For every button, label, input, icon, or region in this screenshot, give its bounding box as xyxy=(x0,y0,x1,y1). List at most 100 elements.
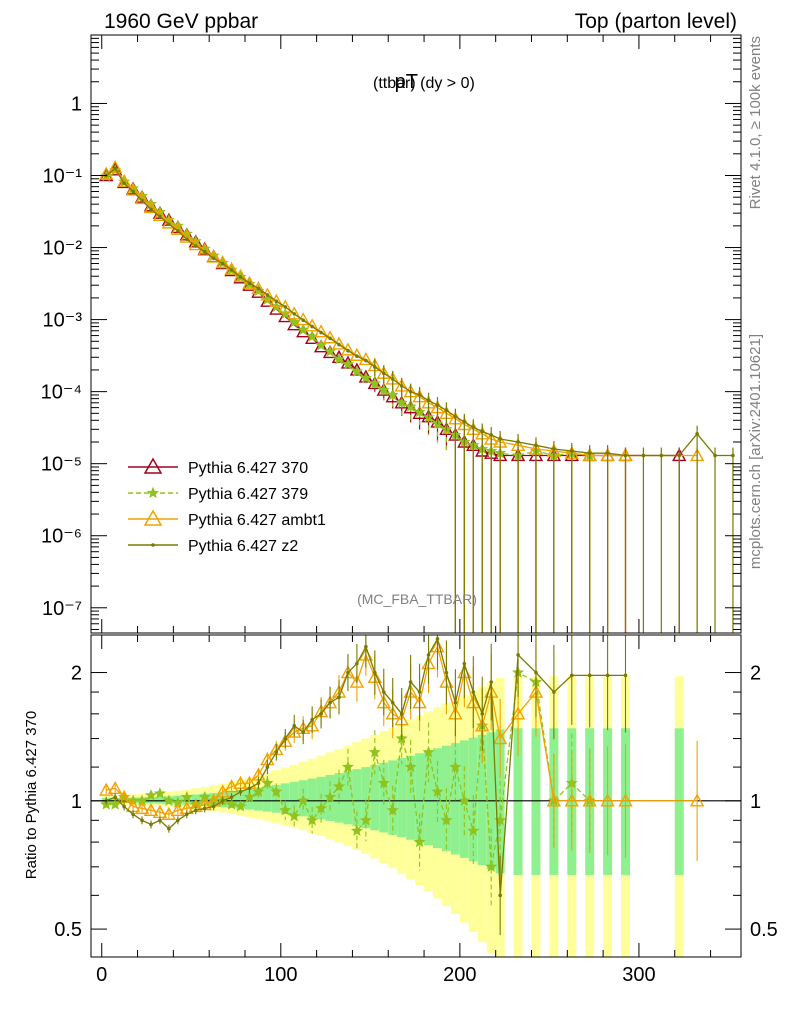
data-point xyxy=(176,229,180,233)
ratio-band-green xyxy=(253,787,263,811)
legend-label-s379: Pythia 6.427 379 xyxy=(188,486,308,503)
ratio-band-green xyxy=(289,781,299,816)
ratio-point xyxy=(193,808,198,813)
ratio-point xyxy=(229,795,234,799)
ratio-y-tick-label: 2 xyxy=(71,663,82,685)
ratio-point xyxy=(404,760,417,773)
data-point xyxy=(417,393,422,397)
ratio-point xyxy=(143,802,159,817)
legend: Pythia 6.427 370 Pythia 6.427 379 Pythia 6… xyxy=(128,457,326,555)
ratio-band-green xyxy=(370,764,380,831)
ratio-point xyxy=(346,670,350,675)
data-point xyxy=(247,281,252,285)
data-point xyxy=(131,189,135,194)
ratio-series-layer xyxy=(99,635,705,935)
ratio-band-green xyxy=(513,728,523,875)
ratio-point xyxy=(453,700,458,705)
ratio-point xyxy=(310,717,314,722)
ratio-point xyxy=(287,724,302,738)
y-tick-label: 10⁻⁴ xyxy=(41,382,82,404)
ratio-point xyxy=(140,818,144,823)
ratio-point xyxy=(516,653,520,657)
data-point xyxy=(399,384,404,388)
data-point xyxy=(233,268,248,282)
data-point xyxy=(337,342,341,347)
ratio-y-tick-label-right: 1 xyxy=(750,791,761,813)
chart-title-sub: (ttbar) (dy > 0) xyxy=(373,75,475,92)
data-point xyxy=(377,383,390,396)
ratio-point xyxy=(359,813,372,826)
ratio-point xyxy=(243,790,256,803)
ratio-point xyxy=(225,798,238,810)
data-point xyxy=(677,453,682,458)
data-point xyxy=(395,396,408,408)
ratio-point xyxy=(161,806,177,820)
ratio-point xyxy=(444,670,449,675)
legend-marker-ref xyxy=(143,457,163,474)
ratio-point xyxy=(297,794,310,807)
ratio-point xyxy=(440,813,453,826)
data-point xyxy=(659,453,664,458)
ratio-point xyxy=(306,813,319,826)
analysis-tag: (MC_FBA_TTBAR) xyxy=(357,591,477,607)
data-point xyxy=(328,336,332,341)
ratio-band-green xyxy=(379,762,389,833)
ratio-point xyxy=(256,781,261,785)
data-point xyxy=(304,318,320,332)
data-point xyxy=(605,451,610,455)
data-point xyxy=(373,365,377,369)
legend-marker-z2 xyxy=(151,543,155,547)
ratio-point xyxy=(261,776,274,789)
y-tick-label: 10⁻⁵ xyxy=(41,454,82,476)
data-point xyxy=(310,324,314,329)
data-point xyxy=(296,312,311,326)
data-point xyxy=(315,338,328,351)
data-point xyxy=(386,388,399,401)
data-point xyxy=(322,330,338,344)
data-point xyxy=(731,453,735,458)
x-tick-label: 200 xyxy=(443,964,476,986)
data-point xyxy=(288,315,301,328)
ratio-point xyxy=(238,789,243,794)
data-point xyxy=(498,437,502,441)
data-point xyxy=(171,219,184,231)
ratio-point xyxy=(116,789,132,803)
data-point xyxy=(390,377,395,381)
ratio-point xyxy=(288,809,301,822)
ratio-point xyxy=(301,730,305,734)
data-point xyxy=(265,293,270,297)
ratio-point xyxy=(587,673,592,678)
data-point xyxy=(242,275,257,289)
ratio-y-tick-label: 0.5 xyxy=(54,919,82,941)
ratio-point xyxy=(618,793,633,807)
ratio-point xyxy=(234,800,247,812)
ratio-point xyxy=(377,776,390,789)
ratio-band-green xyxy=(343,771,353,825)
data-point xyxy=(278,299,293,313)
ratio-axes: 0 100 200 300 0.5 0.5 1 1 2 2 xyxy=(54,635,778,986)
ratio-point xyxy=(564,793,579,807)
data-point xyxy=(552,447,556,451)
ratio-point xyxy=(435,637,440,641)
legend-label-z2: Pythia 6.427 z2 xyxy=(188,538,298,555)
ratio-point xyxy=(689,793,705,807)
header-left: 1960 GeV ppbar xyxy=(104,10,258,33)
ratio-point xyxy=(534,670,538,675)
ratio-point xyxy=(180,790,193,803)
data-point xyxy=(462,420,467,424)
y-tick-label: 10⁻⁶ xyxy=(41,526,82,548)
y-tick-label: 1 xyxy=(71,93,82,115)
ratio-point xyxy=(184,812,189,817)
ratio-point xyxy=(489,680,494,684)
data-point xyxy=(641,453,646,458)
data-point xyxy=(319,330,323,335)
ratio-point xyxy=(149,822,153,827)
ratio-point xyxy=(109,798,122,810)
ratio-point xyxy=(315,802,328,814)
main-panel: 10⁻⁷ 10⁻⁶ 10⁻⁵ 10⁻⁴ 10⁻³ 10⁻² 10⁻¹ 1 pT (ttbar)… xyxy=(41,34,742,634)
ratio-point xyxy=(467,824,480,836)
data-point xyxy=(292,312,297,316)
data-point xyxy=(426,398,431,403)
data-point xyxy=(220,261,225,266)
